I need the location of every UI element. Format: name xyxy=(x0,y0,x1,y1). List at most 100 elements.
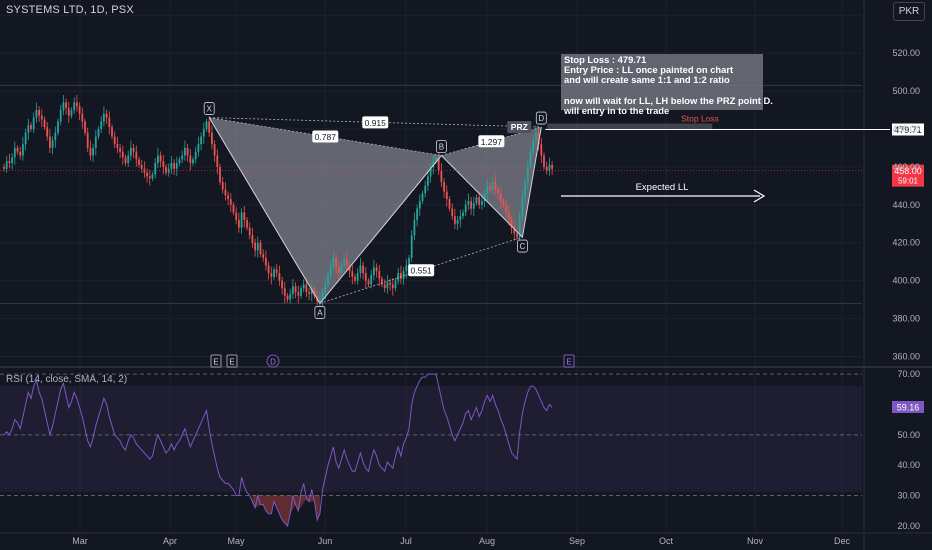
candle xyxy=(300,285,302,299)
trade-note[interactable]: Stop Loss : 479.71 Entry Price : LL once… xyxy=(561,54,773,116)
candle xyxy=(308,288,310,301)
candle xyxy=(30,122,32,132)
candle xyxy=(429,162,432,183)
candle xyxy=(84,118,86,136)
pattern-ratio-label: 0.787 xyxy=(312,130,339,143)
candle xyxy=(97,126,100,140)
note-line: Stop Loss : 479.71 xyxy=(564,54,647,65)
candle xyxy=(526,160,529,190)
candle xyxy=(367,277,370,288)
candle xyxy=(297,285,300,304)
candle xyxy=(494,174,497,195)
note-line: Entry Price : LL once painted on chart xyxy=(564,64,734,76)
candle xyxy=(184,140,186,161)
candle xyxy=(130,140,132,161)
candle xyxy=(186,143,189,162)
candle xyxy=(346,252,348,271)
candle xyxy=(497,185,499,200)
candle xyxy=(510,215,513,234)
candle xyxy=(205,118,208,132)
candle xyxy=(238,212,240,233)
candle xyxy=(235,207,238,224)
candle xyxy=(259,239,262,257)
candle xyxy=(262,248,265,262)
pattern-ratio-label: 0.551 xyxy=(408,264,435,277)
candle xyxy=(51,136,54,155)
candle xyxy=(243,206,246,228)
candle xyxy=(478,192,481,209)
candle xyxy=(46,121,49,141)
candle xyxy=(138,156,140,168)
candle xyxy=(43,116,46,130)
candle xyxy=(445,185,448,207)
candle xyxy=(535,125,537,146)
candle xyxy=(324,278,327,300)
candle xyxy=(67,101,70,124)
y-tick-label: 380.00 xyxy=(892,314,920,324)
prz-label: PRZ xyxy=(507,121,532,134)
candle xyxy=(181,150,184,164)
candle xyxy=(32,112,35,133)
candle xyxy=(197,136,200,157)
candle xyxy=(213,140,216,162)
earnings-marker[interactable]: E xyxy=(210,354,222,368)
rsi-indicator: 59.16 xyxy=(3,373,924,527)
candle xyxy=(154,157,157,179)
candle xyxy=(281,276,283,295)
pattern-ratio-line xyxy=(319,236,523,304)
svg-text:B: B xyxy=(439,143,444,152)
candle xyxy=(545,161,548,175)
symbol-title[interactable]: SYSTEMS LTD, 1D, PSX xyxy=(6,4,134,16)
dividend-marker[interactable]: D xyxy=(266,354,280,368)
candle xyxy=(405,259,408,279)
pattern-point-c: C xyxy=(517,239,528,253)
harmonic-pattern-lines: 0.787 0.915 1.297 0.551 X A B C D PRZ xyxy=(203,102,547,319)
earnings-marker[interactable]: E xyxy=(563,354,575,368)
candle xyxy=(381,275,383,288)
candle xyxy=(335,253,337,274)
candle xyxy=(38,106,40,122)
pattern-point-a: A xyxy=(314,306,326,319)
candle xyxy=(202,122,205,144)
candle xyxy=(11,153,13,170)
svg-text:59.16: 59.16 xyxy=(897,402,920,412)
rsi-tick-label: 50.00 xyxy=(897,430,920,440)
candle xyxy=(240,208,243,234)
svg-text:0.915: 0.915 xyxy=(365,118,387,128)
pattern-ratio-line xyxy=(441,126,542,156)
rsi-oversold-fill xyxy=(252,495,320,526)
rsi-tick-label: 20.00 xyxy=(897,521,920,531)
candle xyxy=(397,267,400,285)
candle xyxy=(354,274,356,284)
note-line: will entry in to the trade xyxy=(564,104,670,116)
candle xyxy=(165,164,167,176)
candle xyxy=(221,176,224,194)
candle xyxy=(5,156,8,173)
candle xyxy=(162,154,165,175)
rsi-title[interactable]: RSI (14, close, SMA, 14, 2) xyxy=(6,374,128,385)
candle xyxy=(459,209,462,228)
candle xyxy=(329,260,332,279)
candle xyxy=(175,156,178,177)
candle xyxy=(135,145,138,167)
y-tick-label: 520.00 xyxy=(892,48,920,58)
svg-text:479.71: 479.71 xyxy=(894,125,922,135)
candle xyxy=(192,156,194,166)
candle xyxy=(232,201,235,216)
candle xyxy=(111,124,113,140)
candle xyxy=(92,143,94,162)
currency-badge[interactable]: PKR xyxy=(893,2,925,21)
candle xyxy=(173,159,175,176)
candle xyxy=(73,97,76,114)
y-tick-label: 480.00 xyxy=(892,124,920,134)
candle xyxy=(391,278,394,296)
candle xyxy=(76,95,78,112)
candle xyxy=(294,282,297,299)
y-tick-label: 500.00 xyxy=(892,86,920,96)
earnings-marker[interactable]: E xyxy=(226,354,238,368)
candle xyxy=(386,275,389,294)
candle xyxy=(35,102,38,123)
candle xyxy=(132,143,135,158)
